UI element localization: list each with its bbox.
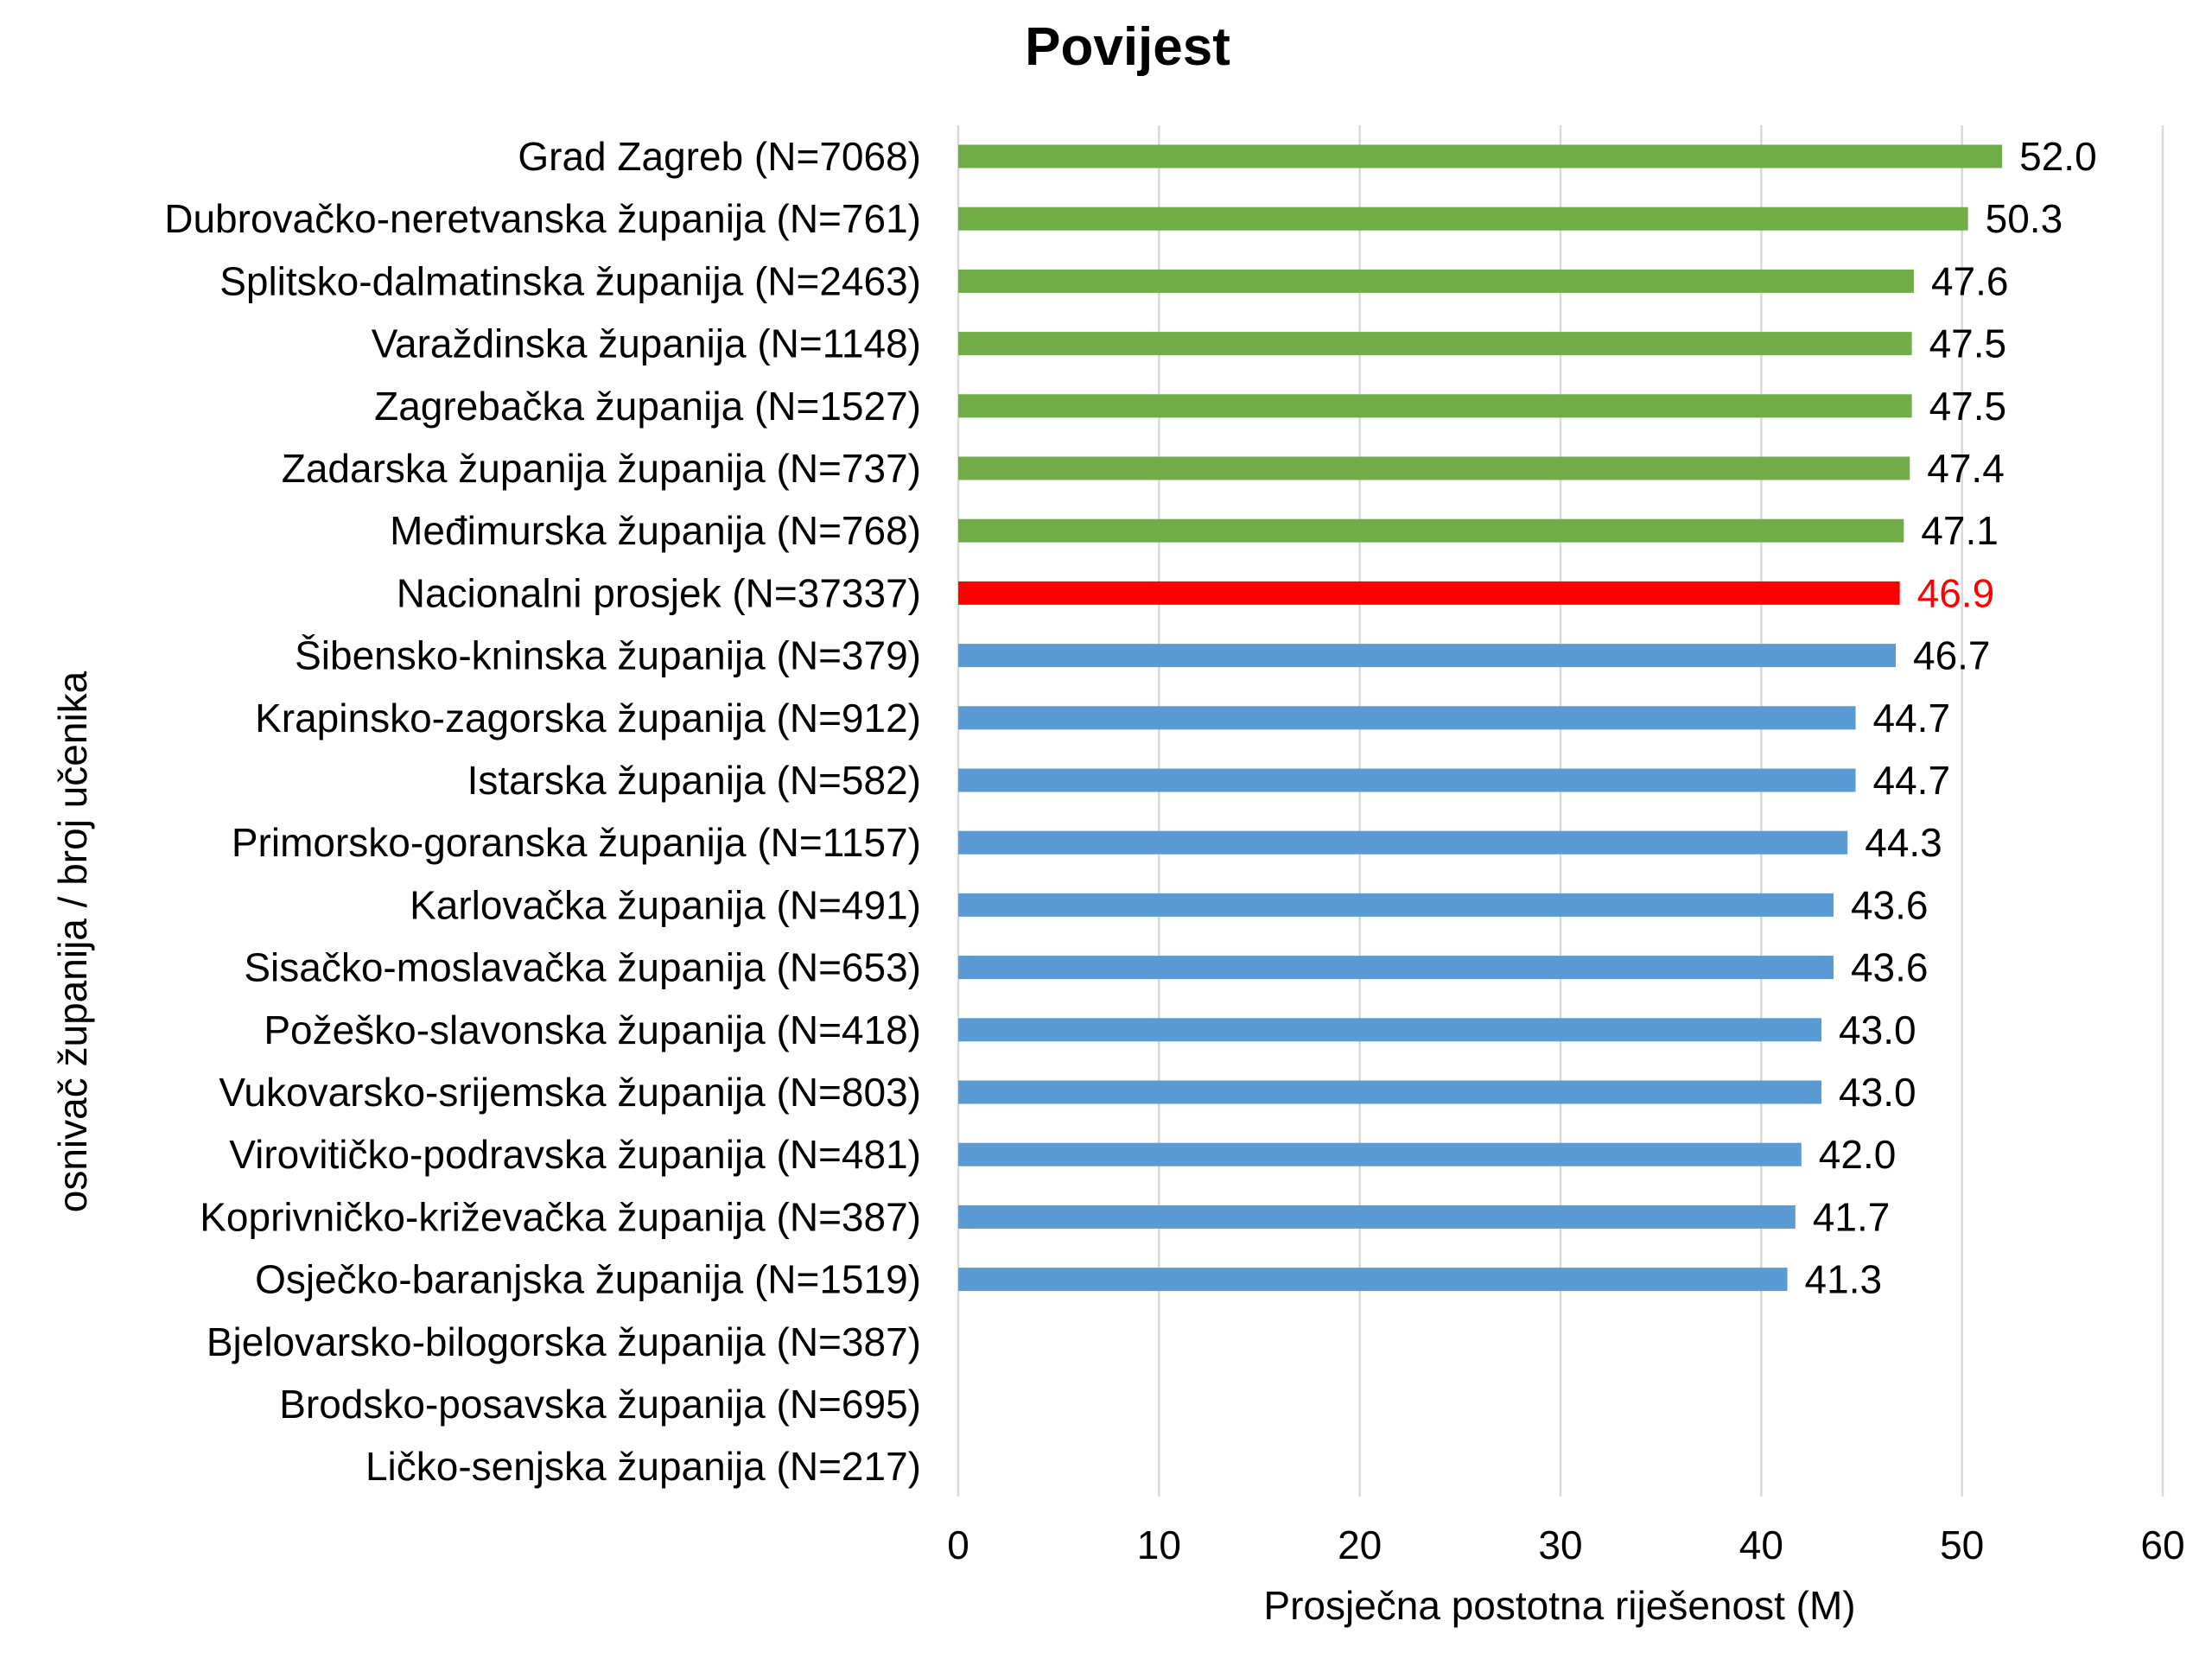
category-label: Splitsko-dalmatinska županija (N=2463)	[219, 258, 921, 303]
x-tick-label: 60	[2140, 1522, 2184, 1567]
bar-county	[958, 518, 1904, 543]
category-label: Istarska županija (N=582)	[467, 758, 921, 803]
bar-national-average	[958, 581, 1900, 605]
value-labels: 52.0 50.3 47.6 47.5 47.5 47.4 47.1 46.9 46.7 44.7…	[1805, 134, 2097, 1302]
bars	[958, 144, 2003, 1292]
data-value-label: 44.3	[1865, 820, 1942, 865]
data-value-label: 44.7	[1873, 758, 1951, 803]
x-tick-label: 0	[947, 1522, 969, 1567]
data-value-label: 44.7	[1873, 696, 1951, 741]
bar-county	[958, 456, 1910, 480]
category-label: Karlovačka županija (N=491)	[410, 882, 921, 927]
data-value-label: 47.6	[1931, 258, 2009, 303]
category-label: Međimurska županija (N=768)	[390, 508, 921, 553]
bar-county	[958, 332, 1912, 356]
bar-county	[958, 830, 1848, 855]
bar-county	[958, 893, 1834, 917]
category-label: Dubrovačko-neretvanska županija (N=761)	[164, 196, 921, 241]
category-label: Grad Zagreb (N=7068)	[518, 134, 921, 179]
x-axis-title: Prosječna postotna riješenost (M)	[1263, 1583, 1855, 1628]
data-value-label: 43.6	[1851, 945, 1929, 990]
bar-county	[958, 956, 1834, 980]
data-value-label: 46.7	[1913, 633, 1991, 678]
data-value-label: 50.3	[1986, 196, 2063, 241]
bar-county	[958, 1142, 1802, 1166]
data-value-label: 42.0	[1819, 1132, 1897, 1177]
bar-county	[958, 394, 1912, 418]
data-value-label: 43.0	[1839, 1070, 1916, 1115]
bar-county	[958, 1205, 1796, 1229]
bar-county	[958, 706, 1856, 730]
category-label: Primorsko-goranska županija (N=1157)	[232, 820, 921, 865]
bar-county	[958, 207, 1968, 231]
x-tick-label: 30	[1538, 1522, 1582, 1567]
data-value-label: 52.0	[2019, 134, 2097, 179]
category-label: Zadarska županija županija (N=737)	[282, 446, 921, 491]
category-label: Vukovarsko-srijemska županija (N=803)	[219, 1070, 921, 1115]
x-tick-label: 20	[1338, 1522, 1382, 1567]
data-value-label: 47.4	[1927, 446, 2005, 491]
category-label: Krapinsko-zagorska županija (N=912)	[255, 696, 921, 741]
category-label: Zagrebačka županija (N=1527)	[374, 384, 921, 429]
category-label: Sisačko-moslavačka županija (N=653)	[244, 945, 921, 990]
bar-county	[958, 768, 1856, 792]
category-label: Požeško-slavonska županija (N=418)	[264, 1007, 921, 1052]
data-value-label: 41.3	[1805, 1257, 1883, 1302]
bar-county	[958, 1268, 1788, 1292]
data-value-label: 43.6	[1851, 882, 1929, 927]
data-value-label: 46.9	[1917, 570, 1995, 615]
bar-county	[958, 144, 2003, 168]
y-axis-title: osnivač županija / broj učenika	[50, 671, 95, 1212]
chart-title: Povijest	[1025, 17, 1230, 77]
data-value-label: 43.0	[1839, 1007, 1916, 1052]
category-label: Ličko-senjska županija (N=217)	[365, 1444, 921, 1489]
bar-county	[958, 1080, 1822, 1104]
bar-county	[958, 644, 1896, 668]
x-tick-label: 50	[1940, 1522, 1984, 1567]
category-label: Varaždinska županija (N=1148)	[372, 321, 921, 366]
category-label: Brodsko-posavska županija (N=695)	[279, 1382, 921, 1427]
category-label: Šibensko-kninska županija (N=379)	[295, 633, 921, 678]
data-value-label: 47.5	[1929, 321, 2007, 366]
category-labels: Grad Zagreb (N=7068) Dubrovačko-neretvans…	[164, 134, 921, 1489]
x-tick-label: 40	[1739, 1522, 1783, 1567]
category-label: Bjelovarsko-bilogorska županija (N=387)	[207, 1319, 921, 1364]
x-axis-tick-labels: 0 10 20 30 40 50 60	[947, 1522, 2184, 1567]
data-value-label: 47.5	[1929, 384, 2007, 429]
data-value-label: 41.7	[1813, 1194, 1891, 1239]
category-label: Osječko-baranjska županija (N=1519)	[255, 1257, 921, 1302]
data-value-label: 47.1	[1921, 508, 1999, 553]
category-label: Koprivničko-križevačka županija (N=387)	[200, 1194, 921, 1239]
bar-county	[958, 269, 1914, 293]
bar-county	[958, 1018, 1822, 1042]
category-label: Nacionalni prosjek (N=37337)	[397, 570, 921, 615]
category-label: Virovitičko-podravska županija (N=481)	[229, 1132, 921, 1177]
x-tick-label: 10	[1137, 1522, 1181, 1567]
